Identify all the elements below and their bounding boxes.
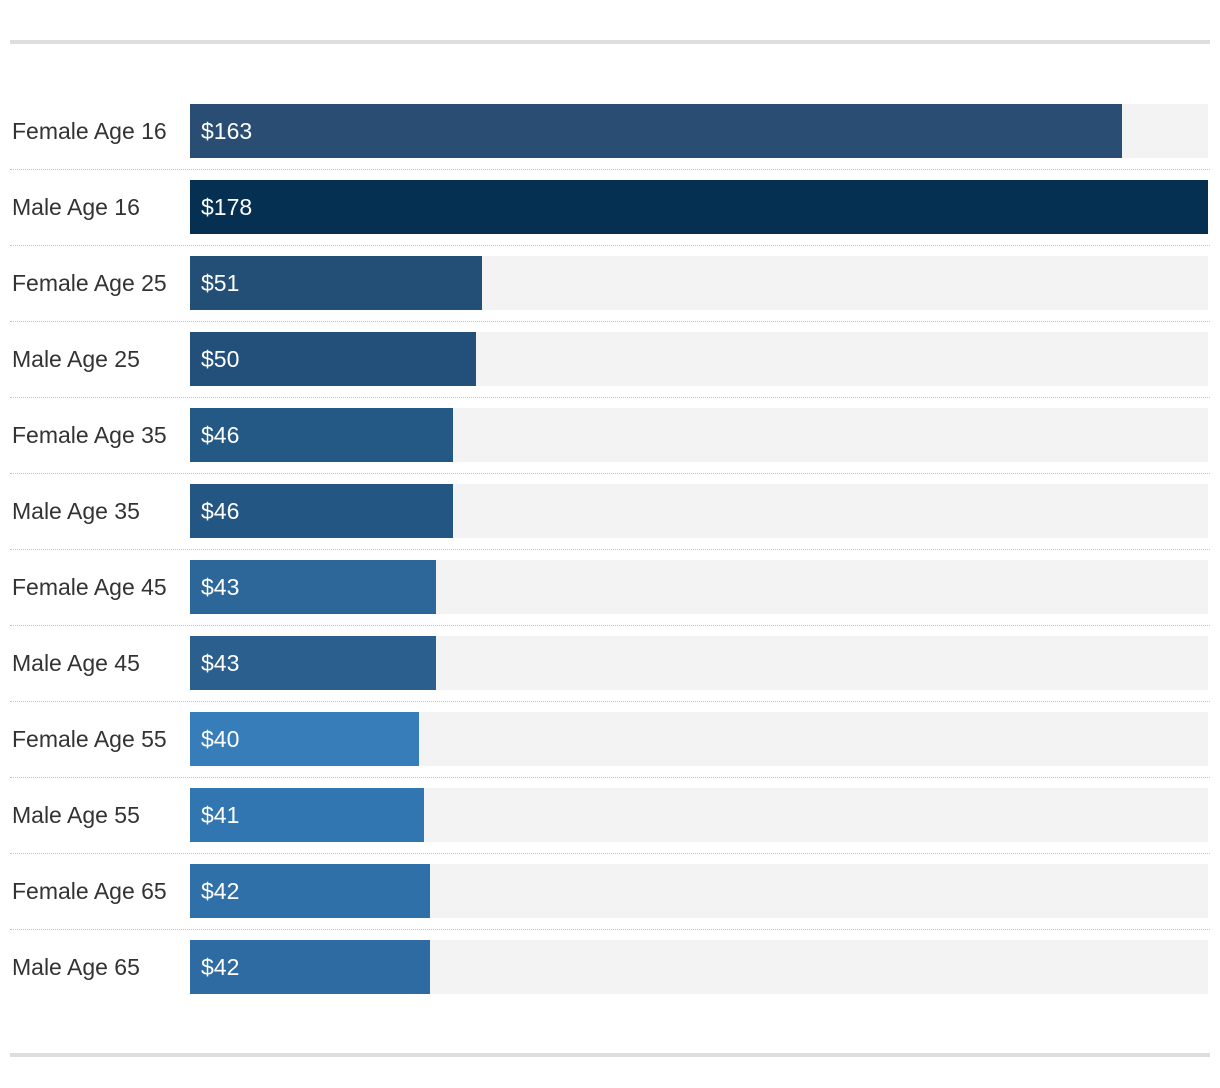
row-separator (10, 701, 1210, 702)
bar-value-label: $178 (201, 194, 253, 220)
bar-value-label: $46 (201, 498, 240, 524)
bar-row: Female Age 55 $40 (10, 712, 1210, 766)
bar-value-label: $163 (201, 118, 253, 144)
category-label: Male Age 65 (12, 954, 140, 980)
bar-row: Male Age 45 $43 (10, 636, 1210, 690)
bar: $50 (190, 332, 476, 386)
category-label: Male Age 35 (12, 498, 140, 524)
category-label: Male Age 45 (12, 650, 140, 676)
bar-value-label: $42 (201, 878, 240, 904)
bar-value-label: $51 (201, 270, 240, 296)
bar: $51 (190, 256, 482, 310)
row-separator (10, 397, 1210, 398)
bar: $178 (190, 180, 1208, 234)
bar-row: Female Age 45 $43 (10, 560, 1210, 614)
bar-track: $46 (190, 408, 1208, 462)
category-label: Female Age 55 (12, 726, 167, 752)
bar-track: $40 (190, 712, 1208, 766)
category-label: Male Age 16 (12, 194, 140, 220)
bar-track: $41 (190, 788, 1208, 842)
category-label: Female Age 16 (12, 118, 167, 144)
row-separator (10, 777, 1210, 778)
row-separator (10, 321, 1210, 322)
bar-value-label: $46 (201, 422, 240, 448)
bar-value-label: $40 (201, 726, 240, 752)
bar-row: Male Age 55 $41 (10, 788, 1210, 842)
bottom-rule (10, 1053, 1210, 1057)
bar: $42 (190, 864, 430, 918)
bar-track: $43 (190, 636, 1208, 690)
bar: $46 (190, 408, 453, 462)
category-label: Male Age 55 (12, 802, 140, 828)
bar-row: Male Age 65 $42 (10, 940, 1210, 994)
bar-track: $163 (190, 104, 1208, 158)
bar: $41 (190, 788, 424, 842)
bar-value-label: $41 (201, 802, 240, 828)
row-separator (10, 169, 1210, 170)
top-rule (10, 40, 1210, 44)
bar-row: Female Age 25 $51 (10, 256, 1210, 310)
bar-row: Male Age 35 $46 (10, 484, 1210, 538)
bar-track: $42 (190, 864, 1208, 918)
bar-track: $46 (190, 484, 1208, 538)
bar-row: Female Age 16 $163 (10, 104, 1210, 158)
row-separator (10, 245, 1210, 246)
category-label: Male Age 25 (12, 346, 140, 372)
bar-track: $50 (190, 332, 1208, 386)
bar: $40 (190, 712, 419, 766)
bar: $43 (190, 560, 436, 614)
bar-row: Male Age 25 $50 (10, 332, 1210, 386)
category-label: Female Age 35 (12, 422, 167, 448)
bar-value-label: $42 (201, 954, 240, 980)
row-separator (10, 473, 1210, 474)
bar: $46 (190, 484, 453, 538)
bar: $42 (190, 940, 430, 994)
row-separator (10, 853, 1210, 854)
row-separator (10, 549, 1210, 550)
bar-value-label: $43 (201, 574, 240, 600)
bar: $163 (190, 104, 1122, 158)
row-separator (10, 929, 1210, 930)
bar-value-label: $50 (201, 346, 240, 372)
bar-row: Female Age 35 $46 (10, 408, 1210, 462)
bar-track: $178 (190, 180, 1208, 234)
bar-row: Male Age 16 $178 (10, 180, 1210, 234)
bar-track: $42 (190, 940, 1208, 994)
row-separator (10, 625, 1210, 626)
category-label: Female Age 65 (12, 878, 167, 904)
bar: $43 (190, 636, 436, 690)
bar-track: $43 (190, 560, 1208, 614)
bar-track: $51 (190, 256, 1208, 310)
bar-row: Female Age 65 $42 (10, 864, 1210, 918)
category-label: Female Age 25 (12, 270, 167, 296)
category-label: Female Age 45 (12, 574, 167, 600)
bar-value-label: $43 (201, 650, 240, 676)
